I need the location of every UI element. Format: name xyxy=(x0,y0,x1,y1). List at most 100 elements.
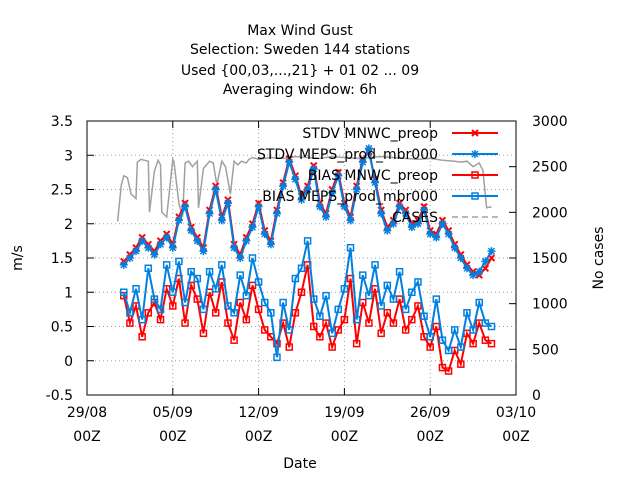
data-point xyxy=(119,260,128,269)
data-point xyxy=(205,267,214,276)
data-point xyxy=(291,309,300,317)
data-point xyxy=(481,257,490,266)
data-point xyxy=(383,309,392,317)
y-tick-label: -0.5 xyxy=(46,388,73,404)
data-point xyxy=(471,192,479,200)
data-point xyxy=(193,295,202,303)
y-tick-label: 2 xyxy=(64,217,73,233)
data-point xyxy=(383,226,392,235)
data-point xyxy=(248,223,257,232)
data-point xyxy=(383,281,392,290)
data-point xyxy=(444,346,453,355)
data-point xyxy=(260,298,269,307)
data-point xyxy=(426,230,435,239)
data-point xyxy=(230,309,238,317)
data-point xyxy=(334,171,343,180)
data-point xyxy=(401,209,410,218)
data-point xyxy=(267,309,275,317)
data-point xyxy=(174,216,183,225)
data-point xyxy=(322,291,330,300)
data-point xyxy=(266,240,275,249)
data-point xyxy=(150,295,159,303)
data-point xyxy=(168,243,177,252)
title-line-1: Max Wind Gust xyxy=(247,23,353,39)
legend-entry: STDV MEPS_prod_mbr000 xyxy=(257,147,498,163)
data-point xyxy=(187,267,195,276)
data-point xyxy=(426,343,434,351)
data-point xyxy=(181,319,189,327)
series-line xyxy=(122,240,492,358)
data-point xyxy=(242,291,251,300)
data-point xyxy=(471,171,479,179)
data-point xyxy=(224,319,232,327)
data-point xyxy=(144,243,153,252)
data-point xyxy=(316,312,324,320)
data-point xyxy=(322,212,331,221)
data-point xyxy=(138,236,147,245)
data-point xyxy=(463,309,471,317)
data-point xyxy=(254,202,263,211)
data-point xyxy=(236,254,245,262)
data-point xyxy=(254,278,263,286)
data-point xyxy=(138,333,146,341)
data-point xyxy=(132,285,140,293)
data-point xyxy=(432,233,441,242)
title-line-3: Used {00,03,...,21} + 01 02 ... 09 xyxy=(181,63,419,79)
data-point xyxy=(310,295,318,303)
data-point xyxy=(462,264,471,273)
data-point xyxy=(328,188,337,197)
data-point xyxy=(352,315,361,324)
data-point xyxy=(218,261,226,269)
data-point xyxy=(328,329,336,338)
data-point xyxy=(456,254,465,262)
data-point xyxy=(156,240,165,249)
data-point xyxy=(450,243,459,252)
data-point xyxy=(359,271,367,279)
data-point xyxy=(230,336,238,344)
data-point xyxy=(389,295,398,303)
data-point xyxy=(242,236,251,245)
series-1 xyxy=(119,144,496,280)
data-point xyxy=(444,367,453,375)
legend: STDV MNWC_preop STDV MEPS_prod_mbr000 BIAS… xyxy=(257,126,498,226)
data-point xyxy=(236,271,244,279)
legend-label: BIAS MNWC_preop xyxy=(308,168,438,184)
data-point xyxy=(364,144,373,153)
y-tick-label: 1.5 xyxy=(51,251,73,267)
data-point xyxy=(211,285,220,293)
data-point xyxy=(242,315,251,324)
data-point xyxy=(352,339,361,348)
data-point xyxy=(408,288,416,296)
data-point xyxy=(291,175,300,184)
data-point xyxy=(322,319,330,327)
data-point xyxy=(187,226,196,235)
data-point xyxy=(236,298,244,307)
data-point xyxy=(169,302,177,310)
data-point xyxy=(297,195,306,204)
data-point xyxy=(395,267,404,276)
data-point xyxy=(120,288,128,296)
data-point xyxy=(471,129,479,137)
data-point xyxy=(469,271,478,280)
data-point xyxy=(144,309,153,317)
data-point xyxy=(408,315,416,324)
data-point xyxy=(444,230,453,239)
data-point xyxy=(371,178,380,187)
data-point xyxy=(346,216,355,225)
data-point xyxy=(303,237,312,245)
data-point xyxy=(199,305,208,314)
x-tick-label-hour: 00Z xyxy=(73,429,100,445)
data-point xyxy=(181,298,189,307)
y-tick-label: 3 xyxy=(64,148,73,164)
x-tick-label-hour: 00Z xyxy=(502,429,529,445)
data-point xyxy=(297,264,306,273)
data-point xyxy=(310,322,318,331)
series-line xyxy=(122,264,492,373)
data-point xyxy=(346,243,355,252)
data-point xyxy=(279,298,287,307)
data-point xyxy=(309,164,318,173)
y2-axis-label: No cases xyxy=(591,227,607,290)
data-point xyxy=(457,343,465,351)
data-point xyxy=(407,223,416,232)
